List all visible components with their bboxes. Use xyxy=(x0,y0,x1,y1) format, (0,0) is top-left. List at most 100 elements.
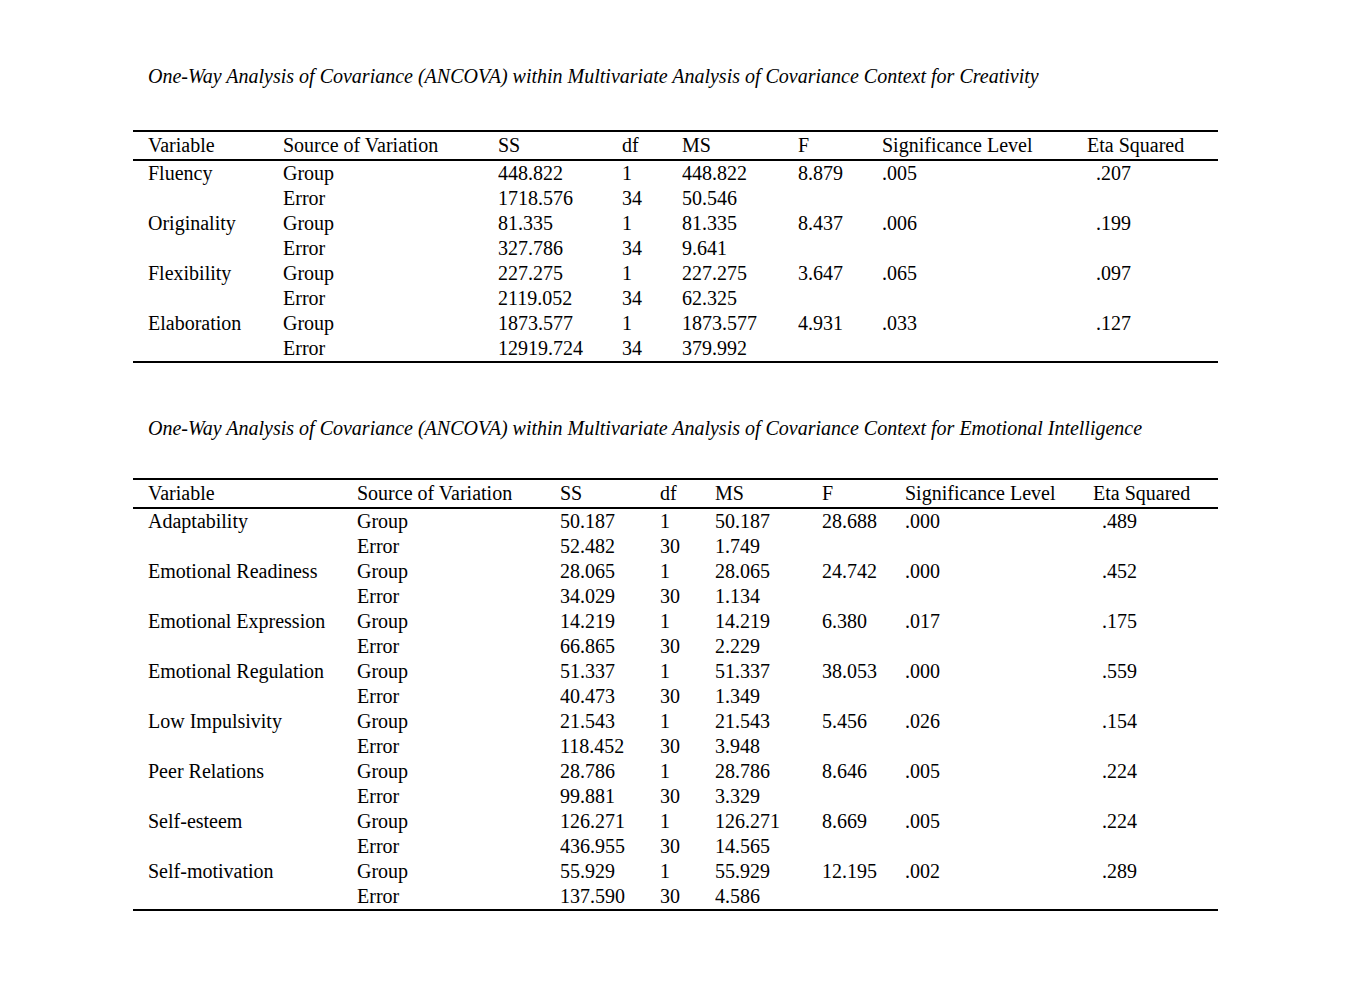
table-cell: 1 xyxy=(660,559,715,584)
table-cell xyxy=(133,734,357,759)
table-cell: 5.456 xyxy=(822,709,905,734)
table-cell: 2119.052 xyxy=(498,286,622,311)
table-cell: 1 xyxy=(622,261,682,286)
table-cell: 50.546 xyxy=(682,186,798,211)
table-cell: 99.881 xyxy=(560,784,660,809)
table-cell xyxy=(133,186,283,211)
table-cell: 40.473 xyxy=(560,684,660,709)
table-cell: 30 xyxy=(660,584,715,609)
table-cell: 227.275 xyxy=(498,261,622,286)
table-cell xyxy=(133,236,283,261)
table-cell: 327.786 xyxy=(498,236,622,261)
table-cell xyxy=(1093,684,1218,709)
ancova-creativity-table: VariableSource of VariationSSdfMSFSignif… xyxy=(133,130,1218,363)
table-cell: 55.929 xyxy=(560,859,660,884)
table-cell: Elaboration xyxy=(133,311,283,336)
table-cell: .005 xyxy=(905,759,1093,784)
table-cell: .559 xyxy=(1093,659,1218,684)
table-cell: 8.879 xyxy=(798,160,882,186)
table-cell: 1 xyxy=(660,859,715,884)
table-cell xyxy=(822,784,905,809)
table-cell: 448.822 xyxy=(682,160,798,186)
table-row: AdaptabilityGroup50.187150.18728.688.000… xyxy=(133,508,1218,534)
table-cell: .005 xyxy=(905,809,1093,834)
table-row: Error40.473301.349 xyxy=(133,684,1218,709)
table-cell: 34 xyxy=(622,186,682,211)
table-cell: 14.219 xyxy=(715,609,822,634)
table-cell: 1.349 xyxy=(715,684,822,709)
table-cell: .002 xyxy=(905,859,1093,884)
table-cell: 30 xyxy=(660,784,715,809)
table-cell: 1 xyxy=(660,659,715,684)
table-cell xyxy=(1087,236,1218,261)
table-cell: Group xyxy=(357,809,560,834)
table-cell xyxy=(1093,634,1218,659)
table-cell: 1 xyxy=(660,759,715,784)
table-cell: 81.335 xyxy=(498,211,622,236)
table-cell xyxy=(1087,286,1218,311)
column-header: MS xyxy=(682,131,798,160)
table-cell xyxy=(133,534,357,559)
table-cell xyxy=(905,734,1093,759)
table-row: Error52.482301.749 xyxy=(133,534,1218,559)
table-cell: 436.955 xyxy=(560,834,660,859)
table-cell: .175 xyxy=(1093,609,1218,634)
table-cell: .065 xyxy=(882,261,1087,286)
table-cell xyxy=(133,684,357,709)
table-cell xyxy=(822,734,905,759)
table-cell: 1873.577 xyxy=(498,311,622,336)
table-cell xyxy=(882,336,1087,362)
table-cell: Error xyxy=(357,734,560,759)
table-cell: 1 xyxy=(622,211,682,236)
table-cell xyxy=(905,884,1093,910)
table-cell: Group xyxy=(357,859,560,884)
table-cell: Group xyxy=(357,709,560,734)
table-cell: Group xyxy=(283,211,498,236)
table-cell: Emotional Regulation xyxy=(133,659,357,684)
table-cell: 34 xyxy=(622,236,682,261)
table-row: Error137.590304.586 xyxy=(133,884,1218,910)
table-cell: 1.749 xyxy=(715,534,822,559)
page-content: One-Way Analysis of Covariance (ANCOVA) … xyxy=(133,0,1218,911)
table-cell: .154 xyxy=(1093,709,1218,734)
table-cell: 1 xyxy=(660,508,715,534)
table-cell: Error xyxy=(357,834,560,859)
table-cell: 118.452 xyxy=(560,734,660,759)
table-cell: Group xyxy=(357,559,560,584)
table-cell: 4.931 xyxy=(798,311,882,336)
table-cell: 28.065 xyxy=(715,559,822,584)
table-cell: .452 xyxy=(1093,559,1218,584)
table-cell xyxy=(822,834,905,859)
table-cell: 34 xyxy=(622,286,682,311)
table-cell: Error xyxy=(283,236,498,261)
table-cell: 21.543 xyxy=(560,709,660,734)
table-row: Error1718.5763450.546 xyxy=(133,186,1218,211)
table-cell xyxy=(1093,834,1218,859)
table-cell: .033 xyxy=(882,311,1087,336)
table-cell: Peer Relations xyxy=(133,759,357,784)
table-row: OriginalityGroup81.335181.3358.437.006.1… xyxy=(133,211,1218,236)
table-cell: Group xyxy=(283,261,498,286)
column-header: df xyxy=(622,131,682,160)
table-cell: .097 xyxy=(1087,261,1218,286)
table-cell xyxy=(1087,186,1218,211)
table-cell: Error xyxy=(357,684,560,709)
table-row: Emotional ReadinessGroup28.065128.06524.… xyxy=(133,559,1218,584)
table-cell: .224 xyxy=(1093,759,1218,784)
table-cell xyxy=(905,834,1093,859)
table-cell xyxy=(882,286,1087,311)
header-row: VariableSource of VariationSSdfMSFSignif… xyxy=(133,131,1218,160)
column-header: Variable xyxy=(133,131,283,160)
table-cell: 30 xyxy=(660,734,715,759)
table-cell: Error xyxy=(283,286,498,311)
table-row: Emotional ExpressionGroup14.219114.2196.… xyxy=(133,609,1218,634)
table-row: Self-motivationGroup55.929155.92912.195.… xyxy=(133,859,1218,884)
table-row: Error118.452303.948 xyxy=(133,734,1218,759)
column-header: df xyxy=(660,479,715,508)
table-row: Error34.029301.134 xyxy=(133,584,1218,609)
table-cell: .199 xyxy=(1087,211,1218,236)
column-header: SS xyxy=(560,479,660,508)
table-cell: Error xyxy=(357,634,560,659)
table-row: Error2119.0523462.325 xyxy=(133,286,1218,311)
column-header: MS xyxy=(715,479,822,508)
